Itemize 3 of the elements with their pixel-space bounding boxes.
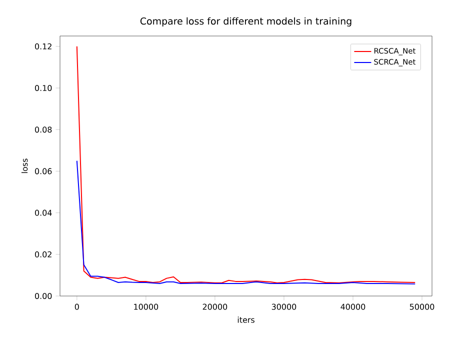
line-series bbox=[76, 160, 416, 284]
chart-title: Compare loss for different models in training bbox=[140, 17, 352, 26]
line-series bbox=[76, 46, 416, 284]
